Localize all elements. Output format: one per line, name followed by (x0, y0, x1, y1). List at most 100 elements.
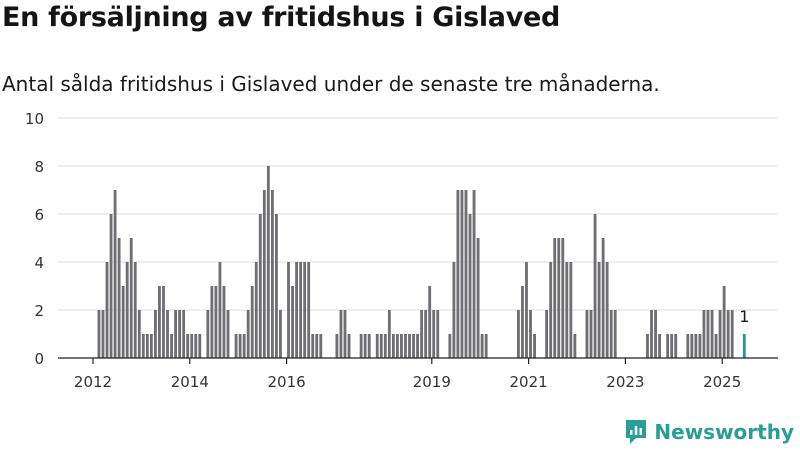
bar (609, 310, 613, 358)
bar (533, 334, 536, 358)
bar (468, 214, 472, 358)
bar (476, 238, 480, 358)
y-tick-label: 10 (25, 110, 44, 128)
bar (158, 286, 161, 358)
bar (613, 310, 617, 358)
y-tick-label: 8 (34, 158, 44, 176)
bar (242, 334, 246, 358)
bar (109, 214, 113, 358)
bar (291, 286, 294, 358)
bar (525, 262, 528, 358)
bar (258, 214, 262, 358)
bar (387, 310, 391, 358)
bar (569, 262, 573, 358)
bar (549, 262, 553, 358)
bar (170, 334, 173, 358)
bar (464, 190, 468, 358)
bar (416, 334, 419, 358)
bar (666, 334, 670, 358)
bar (178, 310, 182, 358)
bar (702, 310, 706, 358)
x-tick-label: 2012 (74, 373, 112, 391)
bar (214, 286, 218, 358)
bar (521, 286, 524, 358)
bar (218, 262, 222, 358)
bar (182, 310, 186, 358)
brand-name: Newsworthy (654, 420, 794, 444)
bar (145, 334, 149, 358)
bar (105, 262, 109, 358)
newsworthy-logo-icon (626, 420, 647, 444)
bar (137, 310, 141, 358)
bar (190, 334, 194, 358)
bar (359, 334, 363, 358)
bar (670, 334, 674, 358)
bar (456, 190, 460, 358)
bar (222, 286, 226, 358)
bar (408, 334, 411, 358)
brand-logo: Newsworthy (624, 418, 794, 446)
bar (412, 334, 415, 358)
bar (460, 190, 464, 358)
y-tick-label: 6 (34, 206, 44, 224)
y-tick-label: 0 (34, 350, 44, 368)
bar (210, 286, 214, 358)
bar (674, 334, 678, 358)
x-tick-label: 2019 (413, 373, 451, 391)
bar (206, 310, 210, 358)
bar (529, 310, 532, 358)
bar (125, 262, 129, 358)
bar (375, 334, 379, 358)
bar (343, 310, 347, 358)
bar (718, 310, 722, 358)
bar (339, 310, 343, 358)
x-tick-label: 2021 (510, 373, 548, 391)
bar (428, 286, 432, 358)
bar (400, 334, 403, 358)
bar (593, 214, 597, 358)
bar (730, 310, 734, 358)
bar (686, 334, 690, 358)
bar (303, 262, 307, 358)
bar (117, 238, 121, 358)
bar (561, 238, 565, 358)
bar (654, 310, 657, 358)
bar (319, 334, 323, 358)
bar (254, 262, 258, 358)
bar (432, 310, 436, 358)
bar (363, 334, 367, 358)
x-tick-label: 2023 (606, 373, 644, 391)
y-tick-label: 4 (34, 254, 44, 272)
chart-subtitle: Antal sålda fritidshus i Gislaved under … (2, 72, 660, 96)
x-tick-label: 2014 (171, 373, 209, 391)
bar (553, 238, 557, 358)
bar (194, 334, 198, 358)
bar (270, 190, 274, 358)
bar (275, 214, 278, 358)
bar (690, 334, 694, 358)
bar (557, 238, 561, 358)
bar (133, 262, 137, 358)
bar (597, 262, 601, 358)
bar (262, 190, 266, 358)
bar (545, 310, 549, 358)
bar (391, 334, 395, 358)
bar (226, 310, 230, 358)
bar (452, 262, 456, 358)
x-tick-label: 2016 (268, 373, 306, 391)
y-tick-label: 2 (34, 302, 44, 320)
bar (650, 310, 653, 358)
bar (335, 334, 339, 358)
bar (311, 334, 315, 358)
bar (484, 334, 488, 358)
bar (149, 334, 153, 358)
bar (174, 310, 177, 358)
bar (420, 310, 424, 358)
bar (404, 334, 407, 358)
bar (129, 238, 133, 358)
bar (436, 310, 440, 358)
bar (166, 310, 169, 358)
bar (694, 334, 698, 358)
bar (279, 310, 282, 358)
bar (198, 334, 202, 358)
